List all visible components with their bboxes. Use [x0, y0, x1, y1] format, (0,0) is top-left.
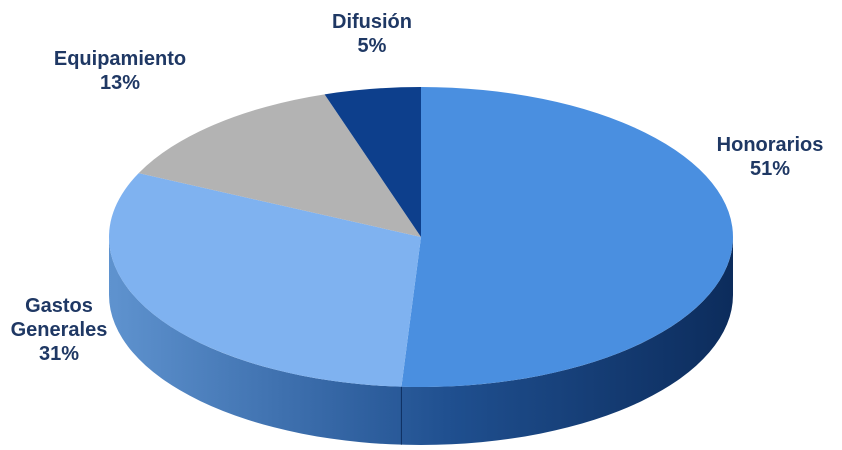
pie-slice-difusi-n — [324, 87, 421, 237]
label-equipamiento: Equipamiento 13% — [42, 47, 198, 95]
pie-side-wall — [109, 237, 733, 445]
label-gastos-generales: Gastos Generales 31% — [0, 294, 118, 366]
label-equipamiento-value: 13% — [99, 72, 141, 94]
label-difusion: Difusión 5% — [300, 10, 444, 58]
label-honorarios-name: Honorarios — [716, 134, 824, 156]
pie-top-face — [109, 87, 734, 387]
label-gastos-generales-name: Gastos Generales — [10, 295, 108, 341]
pie-side-wall-shape — [109, 237, 733, 445]
pie-slice-gastos-generales — [109, 173, 422, 387]
label-equipamiento-name: Equipamiento — [53, 48, 187, 70]
label-difusion-value: 5% — [357, 35, 387, 57]
pie-slice-honorarios — [401, 87, 734, 387]
label-gastos-generales-value: 31% — [38, 343, 80, 365]
pie-slice-equipamiento — [138, 94, 421, 237]
label-honorarios-value: 51% — [749, 158, 791, 180]
label-honorarios: Honorarios 51% — [706, 133, 834, 181]
label-difusion-name: Difusión — [332, 11, 412, 33]
